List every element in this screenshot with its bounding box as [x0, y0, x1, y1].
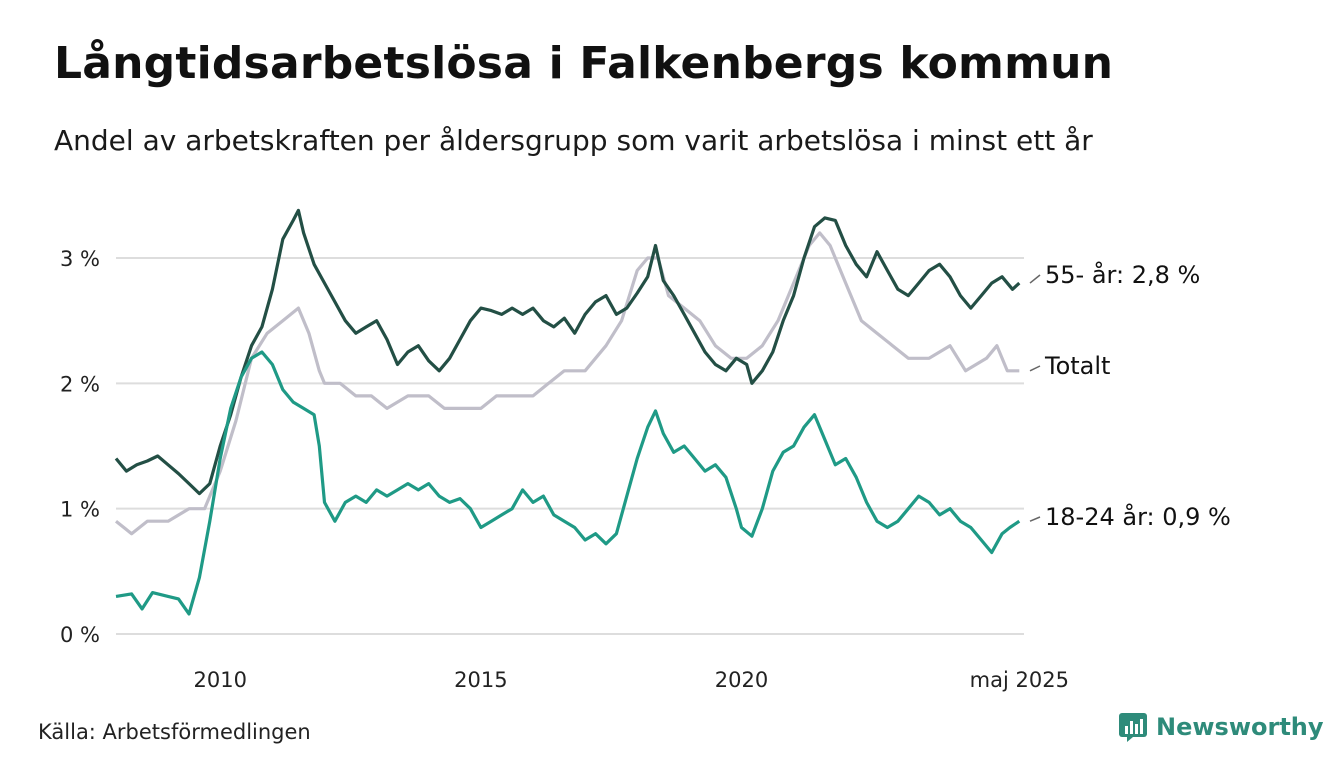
x-tick-label: 2020: [715, 668, 768, 692]
series-line-s55: [114, 208, 1021, 496]
x-axis: 2010 2015 2020 maj 2025: [194, 668, 1069, 692]
series-line-total: [114, 231, 1020, 536]
newsworthy-logo-icon: [1119, 713, 1147, 742]
x-tick-label: 2010: [194, 668, 247, 692]
chart-subtitle: Andel av arbetskraften per åldersgrupp s…: [54, 124, 1093, 157]
brand-logo: Newsworthy: [1118, 712, 1324, 742]
series-line-s1824: [115, 350, 1021, 616]
y-tick-label: 1 %: [60, 498, 100, 522]
y-axis: 0 % 1 % 2 % 3 %: [60, 247, 100, 647]
end-label-leader: [1029, 516, 1041, 522]
y-tick-label: 3 %: [60, 247, 100, 271]
line-chart: 0 % 1 % 2 % 3 % 2010 2015 2020 maj 2025 Totalt…: [60, 208, 1231, 692]
source-note: Källa: Arbetsförmedlingen: [38, 720, 311, 744]
end-label-s1824: 18-24 år: 0,9 %: [1045, 502, 1231, 531]
gridlines: [116, 257, 1024, 635]
end-label-leader: [1029, 365, 1041, 372]
series-lines: [114, 208, 1021, 616]
x-tick-label: maj 2025: [970, 668, 1069, 692]
x-tick-label: 2015: [454, 668, 507, 692]
end-label-leader: [1029, 274, 1041, 284]
y-tick-label: 0 %: [60, 623, 100, 647]
end-label-total: Totalt: [1044, 352, 1110, 380]
y-tick-label: 2 %: [60, 372, 100, 396]
chart-title: Långtidsarbetslösa i Falkenbergs kommun: [54, 38, 1114, 89]
end-label-s55: 55- år: 2,8 %: [1045, 260, 1200, 289]
end-labels: Totalt 55- år: 2,8 % 18-24 år: 0,9 %: [1029, 260, 1231, 531]
brand-name: Newsworthy: [1156, 713, 1324, 741]
